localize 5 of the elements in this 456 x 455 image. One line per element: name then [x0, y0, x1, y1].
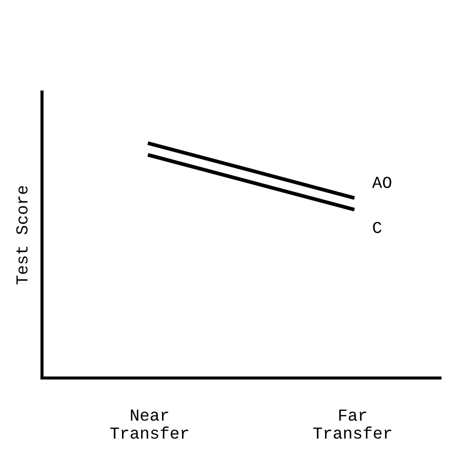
y-axis-title: Test Score: [16, 186, 28, 284]
series-label: AO: [372, 176, 392, 188]
x-tick-label: Near Transfer: [110, 410, 188, 439]
series-label: C: [373, 222, 382, 234]
x-tick-label: Far Transfer: [313, 410, 392, 439]
